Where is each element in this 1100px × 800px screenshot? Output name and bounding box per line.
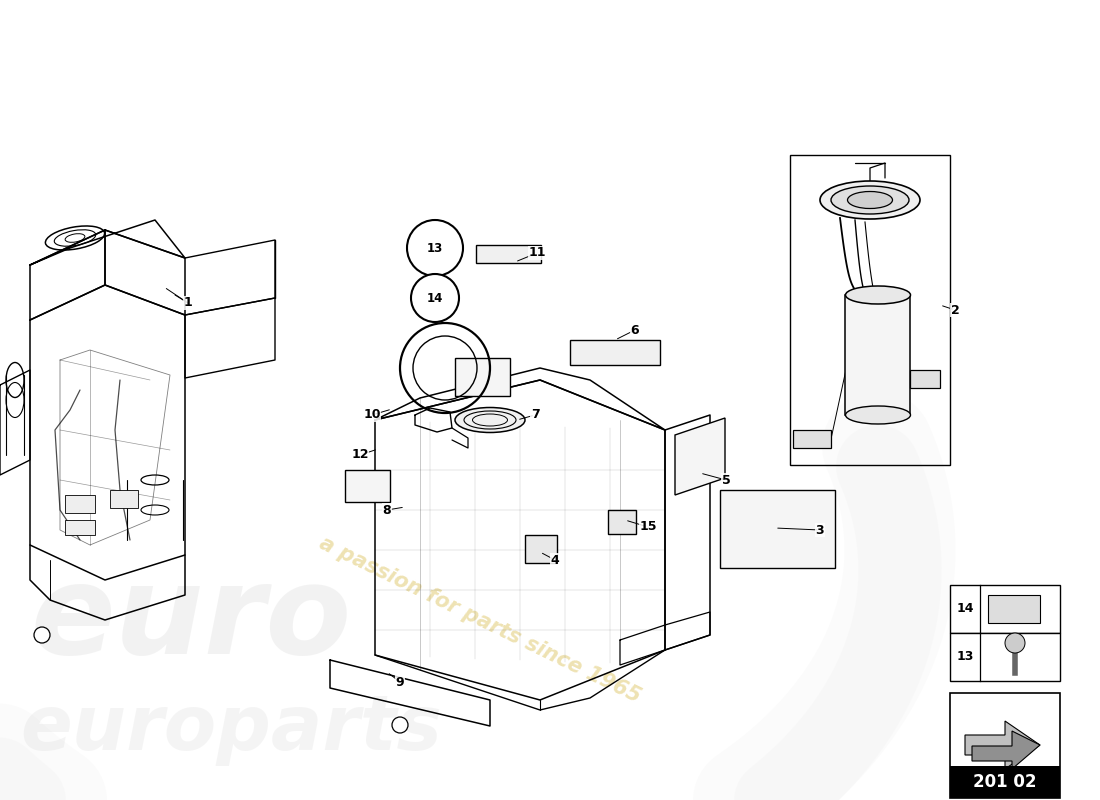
Text: 11: 11 <box>528 246 546 259</box>
Polygon shape <box>675 418 725 495</box>
Text: 12: 12 <box>351 449 369 462</box>
Text: 3: 3 <box>816 523 824 537</box>
Ellipse shape <box>846 286 911 304</box>
Bar <box>950 633 1060 681</box>
Text: 1: 1 <box>184 297 192 310</box>
Circle shape <box>392 717 408 733</box>
Bar <box>950 766 1060 798</box>
Text: 4: 4 <box>551 554 560 566</box>
Bar <box>65 495 95 513</box>
Bar <box>455 358 510 396</box>
Ellipse shape <box>820 181 920 219</box>
Text: 13: 13 <box>956 650 974 663</box>
Text: 8: 8 <box>383 503 392 517</box>
Bar <box>793 430 830 448</box>
Bar <box>950 693 1060 798</box>
Text: 201 02: 201 02 <box>974 773 1036 791</box>
Text: 5: 5 <box>722 474 730 486</box>
Bar <box>790 155 950 465</box>
Circle shape <box>34 627 50 643</box>
Ellipse shape <box>830 186 909 214</box>
Bar <box>720 490 835 568</box>
Text: euro: euro <box>30 559 351 681</box>
Text: 10: 10 <box>363 409 381 422</box>
Bar <box>525 535 557 563</box>
Ellipse shape <box>846 406 911 424</box>
Bar <box>845 295 910 415</box>
Ellipse shape <box>455 407 525 433</box>
Text: 14: 14 <box>956 602 974 615</box>
Text: 2: 2 <box>950 303 959 317</box>
Circle shape <box>407 220 463 276</box>
Text: 14: 14 <box>427 291 443 305</box>
Bar <box>910 370 940 388</box>
Circle shape <box>1005 633 1025 653</box>
Bar <box>65 520 95 535</box>
Bar <box>608 510 636 534</box>
Text: europarts: europarts <box>20 692 442 766</box>
Text: 7: 7 <box>530 409 539 422</box>
Bar <box>476 245 541 263</box>
Text: 9: 9 <box>396 675 405 689</box>
Bar <box>570 340 660 365</box>
Text: 13: 13 <box>427 242 443 254</box>
Circle shape <box>411 274 459 322</box>
Text: 15: 15 <box>639 521 657 534</box>
Polygon shape <box>972 731 1040 769</box>
Bar <box>988 595 1040 623</box>
Bar <box>110 490 138 508</box>
Text: 6: 6 <box>630 323 639 337</box>
Bar <box>950 585 1060 633</box>
Ellipse shape <box>847 191 892 209</box>
Polygon shape <box>965 721 1040 769</box>
Bar <box>345 470 390 502</box>
Text: a passion for parts since 1965: a passion for parts since 1965 <box>316 534 644 706</box>
